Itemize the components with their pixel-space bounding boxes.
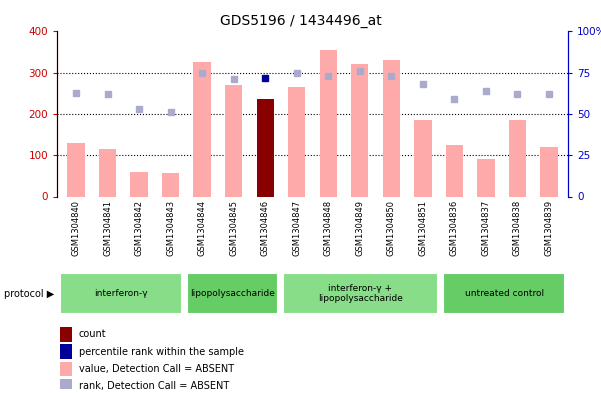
Text: rank, Detection Call = ABSENT: rank, Detection Call = ABSENT xyxy=(79,381,229,391)
Text: GSM1304850: GSM1304850 xyxy=(387,200,396,256)
Bar xyxy=(99,149,116,196)
Bar xyxy=(288,87,305,196)
Text: interferon-γ +
lipopolysaccharide: interferon-γ + lipopolysaccharide xyxy=(318,284,403,303)
Bar xyxy=(414,120,432,196)
Text: GSM1304837: GSM1304837 xyxy=(481,200,490,256)
Text: GSM1304840: GSM1304840 xyxy=(72,200,81,256)
Text: GSM1304847: GSM1304847 xyxy=(292,200,301,256)
Text: untreated control: untreated control xyxy=(465,289,544,298)
Text: interferon-γ: interferon-γ xyxy=(94,289,148,298)
Text: lipopolysaccharide: lipopolysaccharide xyxy=(191,289,275,298)
Bar xyxy=(443,274,566,314)
Bar xyxy=(61,379,72,393)
Text: GSM1304841: GSM1304841 xyxy=(103,200,112,256)
Text: value, Detection Call = ABSENT: value, Detection Call = ABSENT xyxy=(79,364,234,374)
Bar xyxy=(194,62,211,196)
Text: GDS5196 / 1434496_at: GDS5196 / 1434496_at xyxy=(219,14,382,28)
Bar xyxy=(383,60,400,196)
Bar xyxy=(540,147,558,196)
Text: GSM1304836: GSM1304836 xyxy=(450,200,459,256)
Bar xyxy=(162,173,179,196)
Text: GSM1304848: GSM1304848 xyxy=(324,200,333,256)
Text: protocol ▶: protocol ▶ xyxy=(4,289,54,299)
Bar xyxy=(59,274,182,314)
Bar xyxy=(61,344,72,359)
Bar xyxy=(61,362,72,376)
Text: GSM1304845: GSM1304845 xyxy=(229,200,238,256)
Bar xyxy=(477,160,495,196)
Text: GSM1304842: GSM1304842 xyxy=(135,200,144,256)
Bar xyxy=(320,50,337,196)
Text: GSM1304849: GSM1304849 xyxy=(355,200,364,256)
Bar xyxy=(283,274,438,314)
Text: GSM1304846: GSM1304846 xyxy=(261,200,270,256)
Bar xyxy=(351,64,368,196)
Text: count: count xyxy=(79,329,106,339)
Bar xyxy=(446,145,463,196)
Text: percentile rank within the sample: percentile rank within the sample xyxy=(79,347,243,357)
Bar xyxy=(257,99,274,196)
Bar xyxy=(61,327,72,342)
Bar xyxy=(188,274,278,314)
Text: GSM1304839: GSM1304839 xyxy=(545,200,554,256)
Bar xyxy=(67,143,85,196)
Text: GSM1304844: GSM1304844 xyxy=(198,200,207,256)
Bar xyxy=(225,85,242,196)
Text: GSM1304851: GSM1304851 xyxy=(418,200,427,256)
Text: GSM1304838: GSM1304838 xyxy=(513,200,522,256)
Text: GSM1304843: GSM1304843 xyxy=(166,200,175,256)
Bar xyxy=(509,120,526,196)
Bar xyxy=(130,172,148,196)
